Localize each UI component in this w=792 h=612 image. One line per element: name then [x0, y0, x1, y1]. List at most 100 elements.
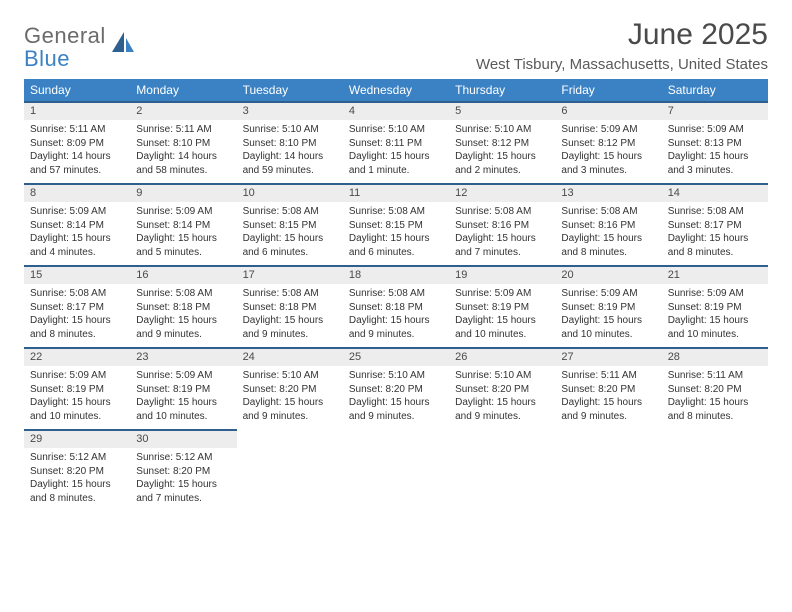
daylight-text: Daylight: 15 hours and 3 minutes.	[561, 150, 655, 177]
day-number-cell: 24	[237, 348, 343, 366]
sunrise-text: Sunrise: 5:09 AM	[668, 287, 762, 301]
day-content-cell: Sunrise: 5:09 AMSunset: 8:14 PMDaylight:…	[130, 202, 236, 266]
weekday-header: Saturday	[662, 79, 768, 102]
daylight-text: Daylight: 15 hours and 7 minutes.	[136, 478, 230, 505]
daylight-text: Daylight: 15 hours and 10 minutes.	[30, 396, 124, 423]
daylight-text: Daylight: 15 hours and 8 minutes.	[561, 232, 655, 259]
sunset-text: Sunset: 8:19 PM	[30, 383, 124, 397]
sunset-text: Sunset: 8:16 PM	[455, 219, 549, 233]
sunrise-text: Sunrise: 5:10 AM	[243, 123, 337, 137]
content-row: Sunrise: 5:09 AMSunset: 8:14 PMDaylight:…	[24, 202, 768, 266]
day-number-cell: 16	[130, 266, 236, 284]
sunset-text: Sunset: 8:15 PM	[243, 219, 337, 233]
sunrise-text: Sunrise: 5:08 AM	[136, 287, 230, 301]
day-content-cell	[662, 448, 768, 512]
location: West Tisbury, Massachusetts, United Stat…	[476, 56, 768, 73]
content-row: Sunrise: 5:11 AMSunset: 8:09 PMDaylight:…	[24, 120, 768, 184]
day-number-cell	[449, 430, 555, 448]
sunrise-text: Sunrise: 5:09 AM	[136, 369, 230, 383]
logo-text-top: General	[24, 24, 106, 47]
sunrise-text: Sunrise: 5:10 AM	[455, 123, 549, 137]
daylight-text: Daylight: 15 hours and 10 minutes.	[455, 314, 549, 341]
sunset-text: Sunset: 8:20 PM	[349, 383, 443, 397]
day-content-cell: Sunrise: 5:11 AMSunset: 8:10 PMDaylight:…	[130, 120, 236, 184]
daylight-text: Daylight: 15 hours and 9 minutes.	[349, 396, 443, 423]
day-number-cell: 6	[555, 102, 661, 120]
day-number-cell: 20	[555, 266, 661, 284]
day-content-cell: Sunrise: 5:10 AMSunset: 8:20 PMDaylight:…	[449, 366, 555, 430]
sunset-text: Sunset: 8:17 PM	[668, 219, 762, 233]
daylight-text: Daylight: 15 hours and 5 minutes.	[136, 232, 230, 259]
sunset-text: Sunset: 8:19 PM	[561, 301, 655, 315]
day-content-cell: Sunrise: 5:10 AMSunset: 8:20 PMDaylight:…	[343, 366, 449, 430]
sunset-text: Sunset: 8:14 PM	[30, 219, 124, 233]
sunset-text: Sunset: 8:16 PM	[561, 219, 655, 233]
day-number-cell: 3	[237, 102, 343, 120]
header: General Blue June 2025 West Tisbury, Mas…	[24, 18, 768, 73]
daylight-text: Daylight: 15 hours and 9 minutes.	[136, 314, 230, 341]
daynum-row: 2930	[24, 430, 768, 448]
daynum-row: 15161718192021	[24, 266, 768, 284]
day-number-cell: 1	[24, 102, 130, 120]
sunrise-text: Sunrise: 5:09 AM	[668, 123, 762, 137]
day-number-cell: 17	[237, 266, 343, 284]
sunrise-text: Sunrise: 5:12 AM	[136, 451, 230, 465]
daylight-text: Daylight: 15 hours and 2 minutes.	[455, 150, 549, 177]
sunrise-text: Sunrise: 5:08 AM	[243, 205, 337, 219]
day-content-cell: Sunrise: 5:08 AMSunset: 8:18 PMDaylight:…	[237, 284, 343, 348]
day-number-cell: 27	[555, 348, 661, 366]
sunset-text: Sunset: 8:19 PM	[136, 383, 230, 397]
daylight-text: Daylight: 15 hours and 10 minutes.	[561, 314, 655, 341]
sunset-text: Sunset: 8:10 PM	[136, 137, 230, 151]
sunrise-text: Sunrise: 5:10 AM	[243, 369, 337, 383]
sunrise-text: Sunrise: 5:10 AM	[455, 369, 549, 383]
sunrise-text: Sunrise: 5:08 AM	[561, 205, 655, 219]
day-number-cell: 23	[130, 348, 236, 366]
day-number-cell: 13	[555, 184, 661, 202]
daynum-row: 1234567	[24, 102, 768, 120]
day-number-cell: 28	[662, 348, 768, 366]
sunrise-text: Sunrise: 5:09 AM	[30, 369, 124, 383]
day-number-cell: 9	[130, 184, 236, 202]
sunset-text: Sunset: 8:20 PM	[668, 383, 762, 397]
day-number-cell: 2	[130, 102, 236, 120]
daylight-text: Daylight: 15 hours and 9 minutes.	[455, 396, 549, 423]
sunrise-text: Sunrise: 5:09 AM	[561, 123, 655, 137]
daynum-row: 22232425262728	[24, 348, 768, 366]
daylight-text: Daylight: 15 hours and 3 minutes.	[668, 150, 762, 177]
sunset-text: Sunset: 8:20 PM	[30, 465, 124, 479]
day-number-cell: 10	[237, 184, 343, 202]
sunrise-text: Sunrise: 5:08 AM	[668, 205, 762, 219]
sunrise-text: Sunrise: 5:10 AM	[349, 369, 443, 383]
day-content-cell: Sunrise: 5:10 AMSunset: 8:11 PMDaylight:…	[343, 120, 449, 184]
day-content-cell	[555, 448, 661, 512]
sunrise-text: Sunrise: 5:08 AM	[349, 287, 443, 301]
daylight-text: Daylight: 15 hours and 10 minutes.	[668, 314, 762, 341]
day-number-cell: 18	[343, 266, 449, 284]
sunrise-text: Sunrise: 5:09 AM	[561, 287, 655, 301]
content-row: Sunrise: 5:08 AMSunset: 8:17 PMDaylight:…	[24, 284, 768, 348]
day-content-cell: Sunrise: 5:09 AMSunset: 8:19 PMDaylight:…	[130, 366, 236, 430]
weekday-header: Friday	[555, 79, 661, 102]
day-content-cell: Sunrise: 5:11 AMSunset: 8:20 PMDaylight:…	[662, 366, 768, 430]
logo-sail-icon	[110, 30, 136, 61]
sunrise-text: Sunrise: 5:09 AM	[455, 287, 549, 301]
daylight-text: Daylight: 15 hours and 9 minutes.	[561, 396, 655, 423]
sunset-text: Sunset: 8:14 PM	[136, 219, 230, 233]
daylight-text: Daylight: 15 hours and 8 minutes.	[668, 396, 762, 423]
day-number-cell: 30	[130, 430, 236, 448]
day-content-cell: Sunrise: 5:08 AMSunset: 8:17 PMDaylight:…	[24, 284, 130, 348]
day-number-cell: 4	[343, 102, 449, 120]
sunset-text: Sunset: 8:18 PM	[136, 301, 230, 315]
daylight-text: Daylight: 14 hours and 57 minutes.	[30, 150, 124, 177]
sunset-text: Sunset: 8:20 PM	[243, 383, 337, 397]
logo-text: General Blue	[24, 24, 106, 70]
sunset-text: Sunset: 8:10 PM	[243, 137, 337, 151]
day-content-cell: Sunrise: 5:09 AMSunset: 8:19 PMDaylight:…	[555, 284, 661, 348]
day-number-cell	[237, 430, 343, 448]
day-content-cell	[237, 448, 343, 512]
sunset-text: Sunset: 8:20 PM	[561, 383, 655, 397]
weekday-header-row: Sunday Monday Tuesday Wednesday Thursday…	[24, 79, 768, 102]
day-number-cell: 8	[24, 184, 130, 202]
sunrise-text: Sunrise: 5:10 AM	[349, 123, 443, 137]
